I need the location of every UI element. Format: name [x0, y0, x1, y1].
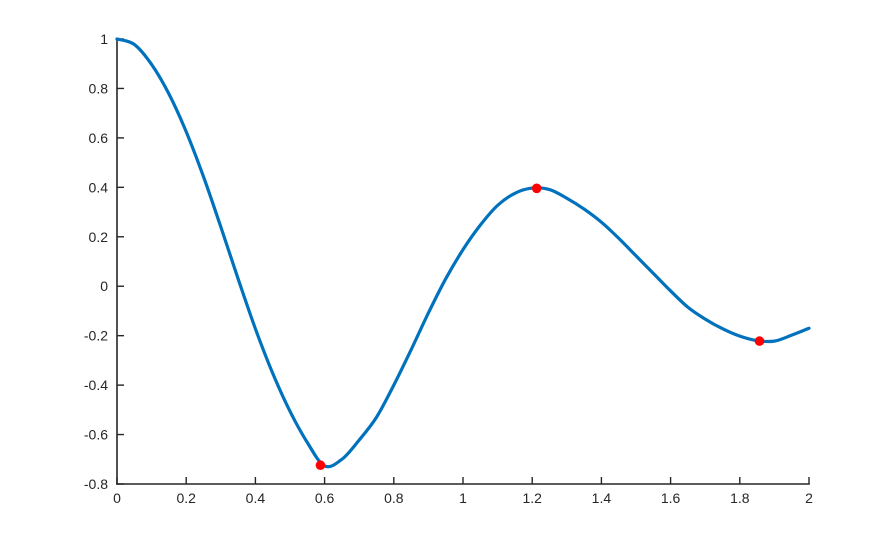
y-tick-label: 0.6 [89, 130, 109, 146]
extremum-marker [754, 336, 765, 346]
y-tick-label: -0.4 [84, 377, 108, 393]
y-tick-label: 0.8 [89, 80, 109, 96]
x-tick-label: 1 [459, 490, 467, 506]
x-tick-label: 1.2 [522, 490, 542, 506]
y-tick-label: 0 [100, 278, 108, 294]
x-tick-label: 2 [805, 490, 813, 506]
x-tick-label: 0 [113, 490, 121, 506]
y-tick-label: 0.4 [89, 179, 109, 195]
y-tick-label: 1 [100, 31, 108, 47]
y-tick-label: -0.8 [84, 476, 108, 492]
x-tick-label: 0.6 [315, 490, 335, 506]
y-tick-label: -0.6 [84, 427, 108, 443]
x-tick-label: 1.8 [730, 490, 750, 506]
y-tick-label: 0.2 [89, 229, 109, 245]
extremum-marker [531, 183, 542, 194]
x-tick-label: 1.6 [661, 490, 681, 506]
x-tick-label: 1.4 [592, 490, 612, 506]
x-tick-label: 0.8 [384, 490, 404, 506]
damped-oscillation-curve [115, 37, 811, 469]
x-tick-label: 0.2 [176, 490, 196, 506]
y-tick-label: -0.2 [84, 328, 108, 344]
x-tick-label: 0.4 [246, 490, 266, 506]
extremum-marker [315, 460, 326, 471]
